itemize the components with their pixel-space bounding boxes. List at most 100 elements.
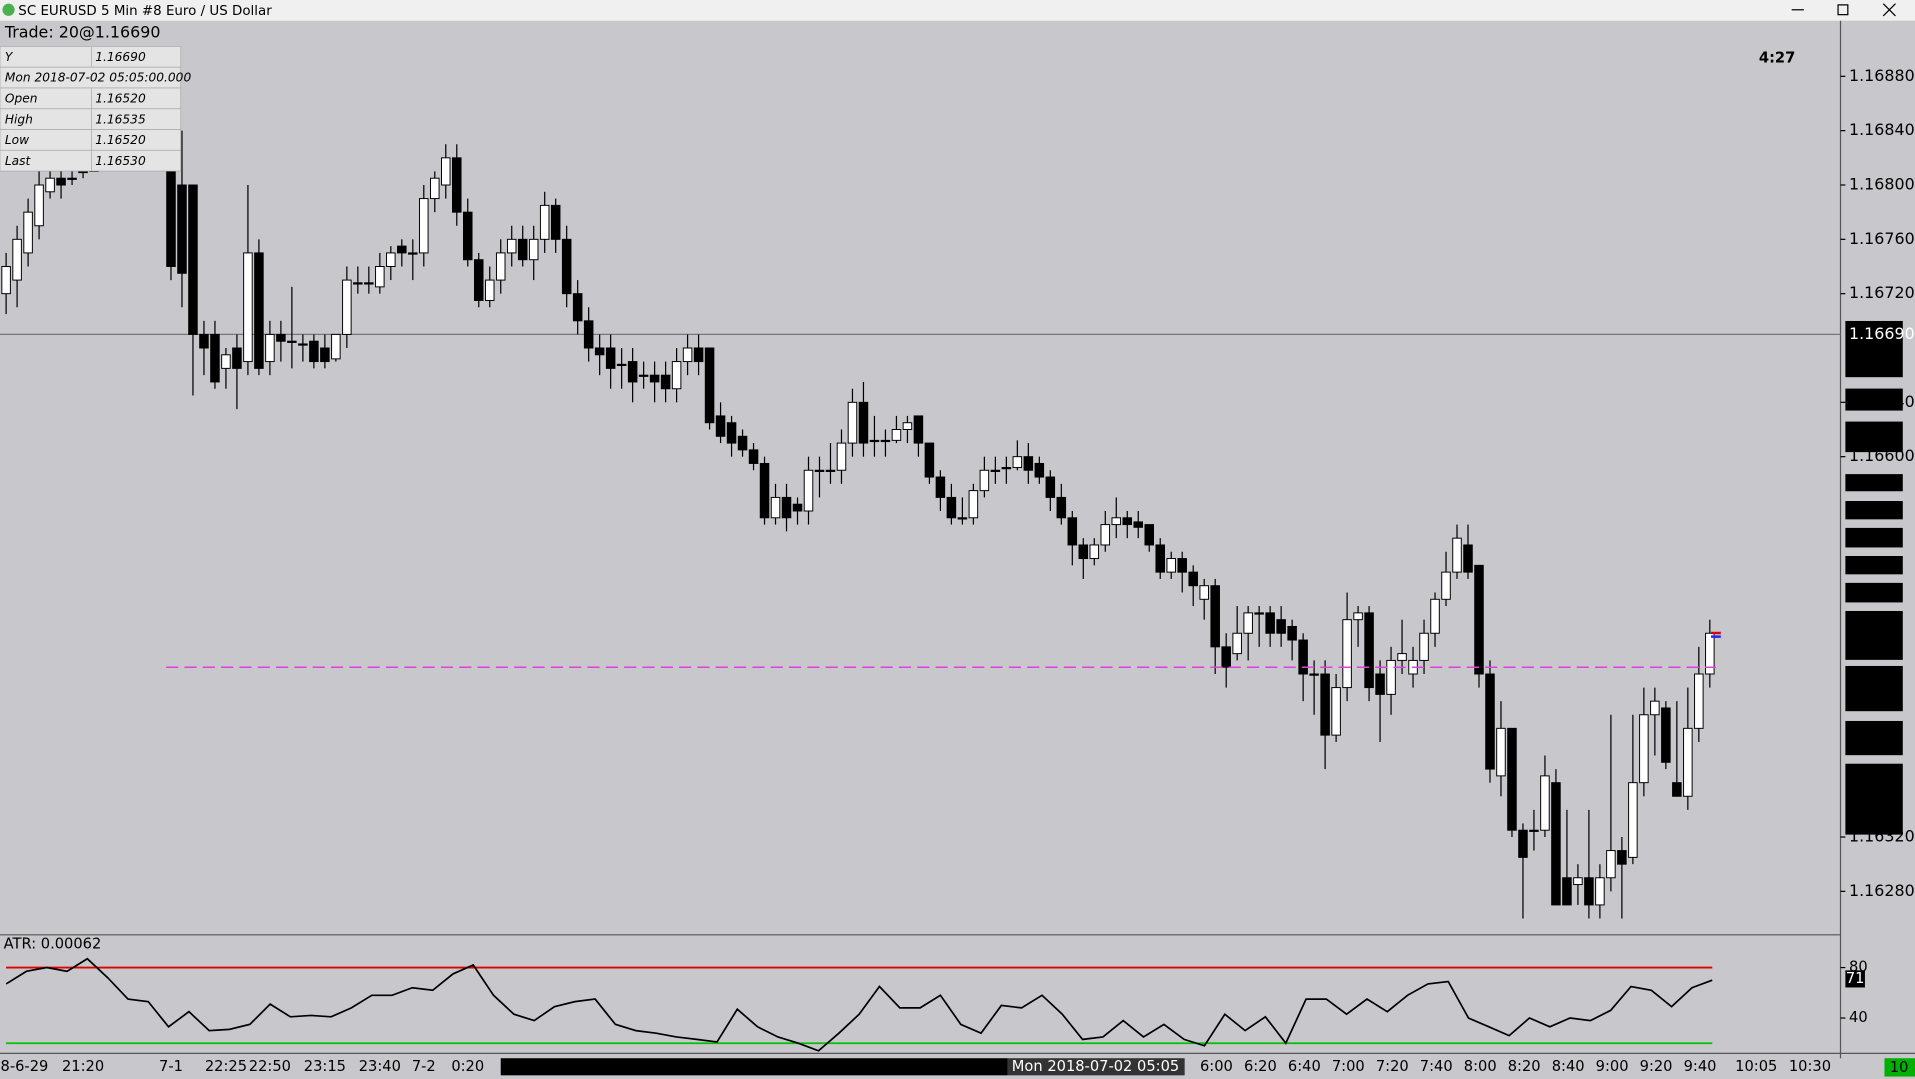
candle-body bbox=[1, 266, 11, 295]
restore-button[interactable] bbox=[1837, 4, 1849, 16]
candle-body bbox=[869, 439, 880, 443]
candle-body bbox=[1265, 612, 1275, 634]
candle-body bbox=[1012, 456, 1023, 469]
candle-body bbox=[45, 177, 55, 193]
cursor-time-box bbox=[1007, 1058, 1185, 1076]
info-row bbox=[0, 149, 182, 172]
dom-bar bbox=[1845, 582, 1903, 603]
candle-body bbox=[1221, 646, 1231, 668]
candle-body bbox=[1485, 673, 1495, 770]
candle-body bbox=[803, 469, 814, 512]
candle-body bbox=[199, 333, 209, 349]
x-tick-label: 7-1 bbox=[159, 1058, 183, 1075]
candle-body bbox=[1232, 632, 1242, 655]
candle-body bbox=[243, 252, 253, 363]
info-key: Y bbox=[5, 50, 14, 64]
candle-body bbox=[924, 442, 935, 478]
candle-body bbox=[1562, 877, 1572, 906]
x-tick-label: 22:25 bbox=[205, 1058, 247, 1075]
candle-body bbox=[1573, 877, 1583, 886]
y-tick-label: 1.16760 bbox=[1849, 229, 1915, 248]
candle-body bbox=[188, 184, 198, 335]
candle-body bbox=[781, 496, 792, 519]
candle-body bbox=[1078, 544, 1089, 560]
candle-body bbox=[23, 211, 33, 254]
candle-body bbox=[990, 469, 1001, 472]
cursor-time: Mon 2018-07-02 05:05 bbox=[1012, 1058, 1179, 1075]
order-marker bbox=[1711, 635, 1721, 638]
candle-body bbox=[1177, 558, 1187, 573]
y-tick-label: 1.16800 bbox=[1849, 174, 1915, 193]
candle-body bbox=[1353, 612, 1363, 621]
atr-title: ATR: 0.00062 bbox=[4, 936, 102, 953]
candle-body bbox=[627, 361, 638, 383]
x-tick-label: 10:30 bbox=[1789, 1058, 1831, 1075]
dom-bar bbox=[1845, 665, 1903, 712]
candle-body bbox=[693, 347, 704, 363]
candle-body bbox=[847, 401, 858, 444]
candle-body bbox=[1496, 727, 1506, 777]
candle-body bbox=[1507, 727, 1517, 831]
candle-body bbox=[583, 320, 594, 349]
x-tick-label: 23:15 bbox=[304, 1058, 346, 1075]
candle-body bbox=[1540, 775, 1550, 831]
candle-body bbox=[1133, 521, 1144, 528]
info-key: Open bbox=[5, 91, 38, 105]
candle-body bbox=[342, 279, 352, 335]
candle-body bbox=[1287, 625, 1297, 641]
info-key: Low bbox=[5, 133, 29, 147]
x-tick-label: 8:00 bbox=[1464, 1058, 1497, 1075]
candle-body bbox=[1672, 782, 1682, 797]
candle-body bbox=[495, 252, 506, 281]
candle-body bbox=[539, 204, 550, 240]
x-tick-label: 9:20 bbox=[1640, 1058, 1673, 1075]
dom-bar bbox=[1845, 555, 1903, 575]
candle-body bbox=[649, 374, 660, 383]
candle-body bbox=[1518, 829, 1528, 858]
footer-badge: 10 bbox=[1890, 1059, 1909, 1076]
close-button[interactable] bbox=[1882, 3, 1896, 17]
candle-body bbox=[1430, 598, 1440, 634]
candle-body bbox=[1452, 537, 1462, 573]
candle-body bbox=[660, 374, 671, 390]
candle-body bbox=[452, 157, 462, 213]
candle-body bbox=[1243, 612, 1253, 634]
candle-body bbox=[408, 252, 418, 255]
candle-body bbox=[935, 476, 946, 498]
dom-bar bbox=[1845, 763, 1903, 835]
dom-bar bbox=[1845, 501, 1903, 520]
candle-body bbox=[1606, 850, 1616, 879]
x-tick-label: 10:05 bbox=[1735, 1058, 1777, 1075]
info-value: 1.16530 bbox=[95, 154, 146, 168]
candle-body bbox=[561, 238, 572, 295]
candle-body bbox=[858, 401, 869, 444]
candle-body bbox=[1639, 714, 1649, 784]
candle-body bbox=[572, 293, 583, 322]
scroll-bar[interactable] bbox=[500, 1058, 1008, 1076]
candle-body bbox=[605, 347, 616, 369]
candle-body bbox=[254, 252, 264, 369]
candle-body bbox=[1617, 850, 1627, 865]
candle-body bbox=[748, 449, 759, 464]
candle-body bbox=[1386, 659, 1396, 695]
title-bar bbox=[0, 0, 1915, 21]
candle-body bbox=[814, 469, 825, 472]
candle-body bbox=[1584, 877, 1594, 906]
candle-body bbox=[979, 469, 990, 492]
dom-bar bbox=[1845, 474, 1903, 492]
info-row bbox=[0, 46, 182, 68]
candle-body bbox=[1199, 585, 1209, 600]
candle-body bbox=[1694, 673, 1704, 729]
candle-body bbox=[1474, 564, 1484, 675]
y-tick-label: 1.16280 bbox=[1849, 881, 1915, 900]
candle-body bbox=[1254, 612, 1264, 615]
info-value: 1.16520 bbox=[95, 91, 146, 105]
candle-body bbox=[1628, 782, 1638, 858]
candle-body bbox=[78, 170, 88, 174]
candle-body bbox=[1001, 467, 1012, 470]
candle-body bbox=[880, 439, 891, 443]
candle-body bbox=[265, 333, 275, 363]
candle-body bbox=[331, 333, 341, 360]
candle-body bbox=[1342, 619, 1352, 689]
